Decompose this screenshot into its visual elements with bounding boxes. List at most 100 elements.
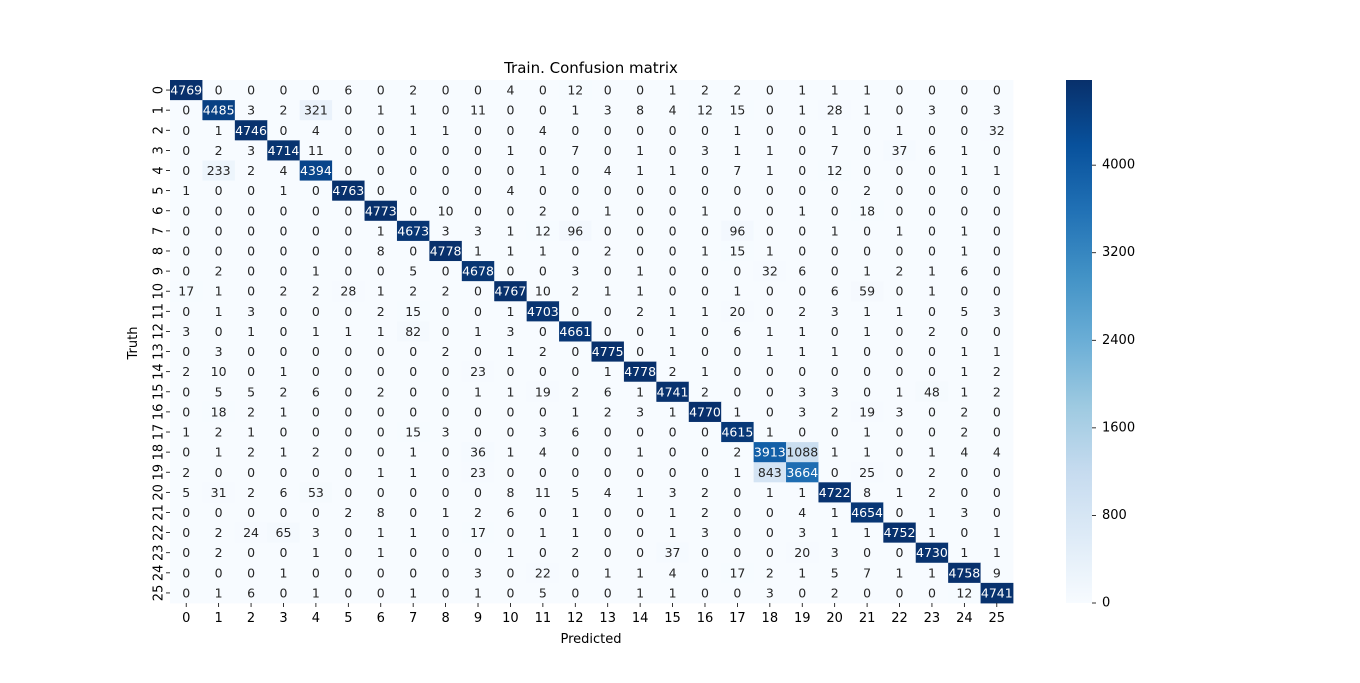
cell-value-label: 6 xyxy=(604,384,612,399)
heatmap-cell xyxy=(591,421,625,443)
heatmap-cell xyxy=(429,200,463,222)
cell-value-label: 1 xyxy=(669,344,677,359)
cell-value-label: 0 xyxy=(442,143,450,158)
cell-value-label: 0 xyxy=(377,565,385,580)
heatmap-cell xyxy=(786,200,819,222)
heatmap-cells xyxy=(170,80,1014,604)
cell-value-label: 0 xyxy=(182,565,190,580)
cell-value-label: 1 xyxy=(636,485,644,500)
heatmap-cell xyxy=(396,462,430,483)
cell-value-label: 1 xyxy=(312,585,320,600)
heatmap-cell xyxy=(429,401,463,423)
heatmap-cell xyxy=(559,281,592,302)
cell-value-label: 3 xyxy=(474,565,482,580)
cell-value-label: 0 xyxy=(571,123,579,138)
cell-value-label: 0 xyxy=(442,485,450,500)
cell-value-label: 0 xyxy=(896,364,904,379)
heatmap-cell xyxy=(234,542,268,564)
heatmap-cell xyxy=(591,160,625,181)
heatmap-cell xyxy=(332,582,365,604)
cell-value-label: 0 xyxy=(733,364,741,379)
heatmap-cell xyxy=(623,502,657,523)
heatmap-cell xyxy=(915,502,949,523)
cell-value-label: 0 xyxy=(766,123,774,138)
heatmap-cell xyxy=(559,562,592,584)
cell-value-label: 2 xyxy=(960,404,968,419)
cell-value-label: 1 xyxy=(993,525,1001,540)
heatmap-cell xyxy=(461,240,495,262)
cell-value-label: 1 xyxy=(571,525,579,540)
heatmap-cell xyxy=(980,582,1014,604)
y-tick-label: 16 xyxy=(152,404,167,421)
heatmap-cell xyxy=(818,361,852,383)
heatmap-cell xyxy=(980,522,1014,544)
heatmap-cell xyxy=(948,301,981,322)
heatmap-cell xyxy=(818,120,852,141)
cell-value-label: 0 xyxy=(993,284,1001,299)
cell-value-label: 0 xyxy=(571,344,579,359)
heatmap-cell xyxy=(526,462,560,483)
cell-value-label: 1 xyxy=(604,284,612,299)
heatmap-cell xyxy=(494,401,528,423)
heatmap-cell xyxy=(786,381,819,403)
cell-value-label: 1 xyxy=(863,525,871,540)
cell-value-label: 0 xyxy=(798,183,806,198)
heatmap-cell xyxy=(494,462,528,483)
heatmap-cell xyxy=(883,522,917,544)
cell-value-label: 3 xyxy=(571,264,579,279)
cell-value-label: 3 xyxy=(669,485,677,500)
heatmap-cell xyxy=(559,421,592,443)
heatmap-cell xyxy=(753,261,787,282)
cell-value-label: 6 xyxy=(960,264,968,279)
cell-value-label: 1 xyxy=(831,505,839,520)
heatmap-cell xyxy=(850,341,884,363)
cell-value-label: 1 xyxy=(669,404,677,419)
cell-value-label: 1 xyxy=(571,103,579,118)
cell-value-label: 6 xyxy=(571,425,579,440)
cell-value-label: 0 xyxy=(539,465,547,480)
heatmap-cell xyxy=(656,200,690,222)
cell-value-label: 1 xyxy=(669,324,677,339)
cell-value-label: 0 xyxy=(669,123,677,138)
cell-value-label: 20 xyxy=(729,304,745,319)
heatmap-cell xyxy=(883,462,917,483)
heatmap-cell xyxy=(656,442,690,463)
heatmap-cell xyxy=(559,140,592,161)
cell-value-label: 0 xyxy=(863,384,871,399)
heatmap-cell xyxy=(656,220,690,242)
heatmap-cell xyxy=(461,482,495,503)
heatmap-cell xyxy=(234,562,268,584)
cell-value-label: 1 xyxy=(636,445,644,460)
heatmap-cell xyxy=(559,442,592,463)
heatmap-cell xyxy=(883,341,917,363)
heatmap-cell xyxy=(332,482,365,503)
cell-value-label: 4 xyxy=(539,123,547,138)
x-tick-label: 21 xyxy=(859,611,876,626)
heatmap-cell xyxy=(202,80,236,101)
heatmap-cell xyxy=(429,301,463,322)
heatmap-cell xyxy=(656,341,690,363)
heatmap-cell xyxy=(591,401,625,423)
cell-value-label: 1 xyxy=(798,324,806,339)
heatmap-cell xyxy=(883,421,917,443)
heatmap-cell xyxy=(948,421,981,443)
heatmap-cell xyxy=(461,100,495,121)
cell-value-label: 5 xyxy=(409,264,417,279)
heatmap-cell xyxy=(461,462,495,483)
cell-value-label: 5 xyxy=(571,485,579,500)
heatmap-cell xyxy=(299,100,333,121)
cell-value-label: 2 xyxy=(539,203,547,218)
cell-value-label: 4 xyxy=(280,163,288,178)
cell-value-label: 0 xyxy=(344,344,352,359)
cell-value-label: 0 xyxy=(280,465,288,480)
heatmap-cell xyxy=(364,80,398,101)
heatmap-cell xyxy=(721,240,755,262)
cell-value-label: 0 xyxy=(571,364,579,379)
heatmap-cell xyxy=(526,421,560,443)
cell-value-label: 0 xyxy=(280,585,288,600)
cell-value-label: 0 xyxy=(993,404,1001,419)
cell-value-label: 0 xyxy=(928,344,936,359)
cell-value-label: 5 xyxy=(539,585,547,600)
heatmap-cell xyxy=(202,562,236,584)
cell-value-label: 0 xyxy=(506,163,514,178)
